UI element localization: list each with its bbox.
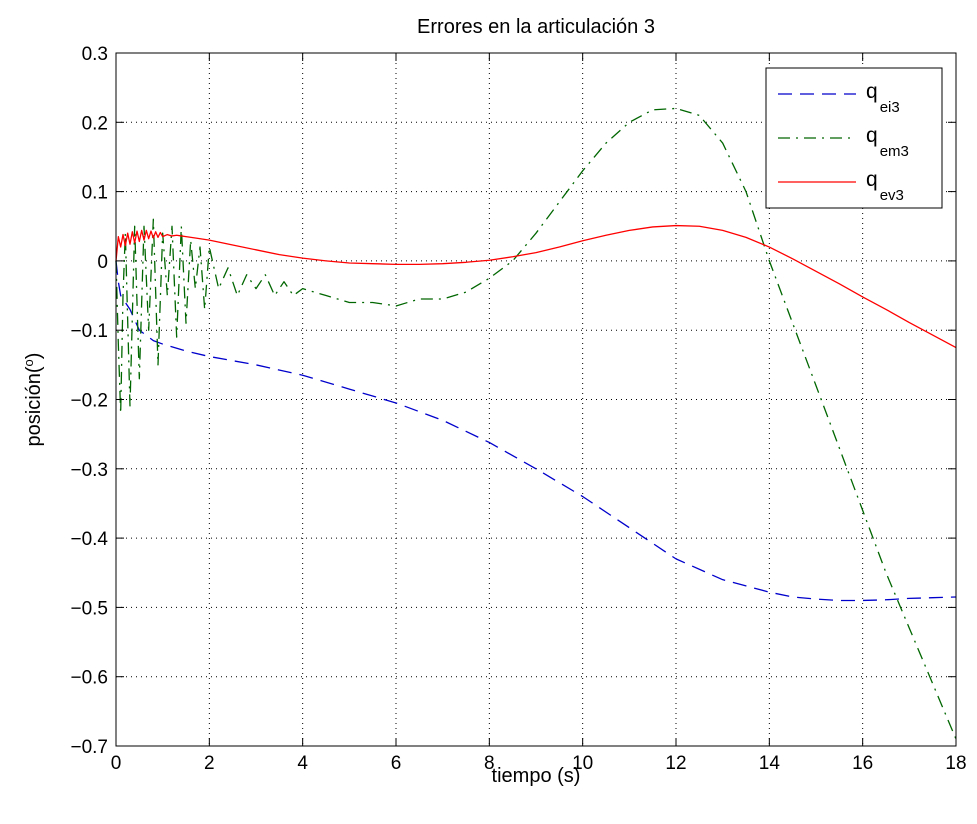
x-tick-label: 16	[852, 753, 873, 774]
series-line-ev3	[115, 224, 957, 349]
x-axis-label: tiempo (s)	[492, 765, 581, 787]
y-tick-label: −0.7	[70, 737, 108, 758]
y-axis-label: posición(o)	[21, 353, 46, 447]
y-tick-label: −0.2	[70, 391, 108, 412]
y-tick-label: −0.1	[70, 321, 108, 342]
x-tick-label: 18	[945, 753, 966, 774]
x-tick-label: 2	[204, 753, 215, 774]
x-tick-label: 14	[759, 753, 781, 774]
y-axis-label-main: posición(	[23, 366, 45, 446]
legend-label-subscript: em3	[880, 143, 909, 160]
y-axis-label-superscript: o	[21, 359, 36, 366]
y-tick-label: 0.1	[82, 183, 108, 204]
y-tick-label: 0.2	[82, 113, 108, 134]
legend-label-main: q	[866, 80, 878, 103]
legend-label-main: q	[866, 124, 878, 147]
series-line-em3	[115, 107, 957, 740]
y-tick-label: −0.3	[70, 460, 108, 481]
series-layer	[115, 107, 957, 740]
x-tick-label: 4	[297, 753, 308, 774]
axis-ticks: 0 2 4 6 8 10 12 14 16 18 −0.7 −0.6 −0.5 −0.4 −0.3 −0.2 −…	[70, 44, 966, 774]
x-tick-label: 8	[484, 753, 495, 774]
chart-title: Errores en la articulación 3	[417, 16, 655, 38]
x-tick-label: 6	[391, 753, 402, 774]
legend-box	[765, 67, 943, 209]
legend-label: qem3	[866, 124, 909, 160]
y-tick-label: −0.5	[70, 598, 108, 619]
x-tick-label: 12	[665, 753, 686, 774]
y-tick-label: −0.4	[70, 529, 108, 550]
legend-label: qei3	[866, 80, 900, 116]
legend-label-main: q	[866, 168, 878, 191]
legend-label: qev3	[866, 168, 904, 204]
legend-label-subscript: ev3	[880, 187, 904, 204]
y-tick-label: −0.6	[70, 668, 108, 689]
y-tick-label: 0	[97, 252, 108, 273]
legend-label-subscript: ei3	[880, 99, 900, 116]
x-tick-label: 10	[572, 753, 593, 774]
x-tick-label: 0	[111, 753, 122, 774]
y-tick-label: 0.3	[82, 44, 108, 65]
y-axis-label-close: )	[23, 353, 45, 360]
